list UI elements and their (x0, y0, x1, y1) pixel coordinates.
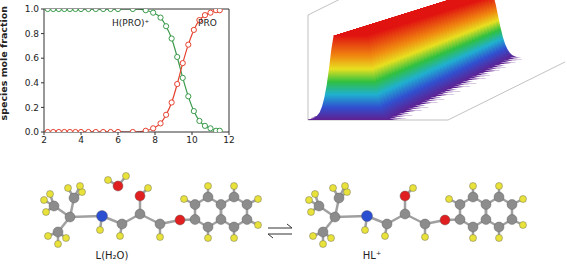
svg-text:L(H₂O): L(H₂O) (96, 250, 129, 261)
svg-text:4: 4 (78, 135, 84, 145)
svg-text:0.2: 0.2 (25, 103, 39, 113)
html-text:PRO: PRO (198, 18, 217, 28)
svg-text:2: 2 (41, 135, 47, 145)
svg-text:HL⁺: HL⁺ (363, 250, 381, 261)
svg-text:0.6: 0.6 (25, 53, 40, 63)
svg-text:10: 10 (186, 135, 198, 145)
html-text:H(PRO)⁺: H(PRO)⁺ (112, 18, 150, 28)
svg-text:0.8: 0.8 (25, 29, 40, 39)
svg-text:1.0: 1.0 (25, 4, 40, 14)
svg-text:0.0: 0.0 (25, 127, 40, 137)
svg-text:6: 6 (115, 135, 121, 145)
svg-text:8: 8 (152, 135, 158, 145)
svg-text:species mole fraction: species mole fraction (8, 6, 9, 121)
svg-text:12: 12 (223, 135, 234, 145)
svg-text:0.4: 0.4 (25, 78, 40, 88)
